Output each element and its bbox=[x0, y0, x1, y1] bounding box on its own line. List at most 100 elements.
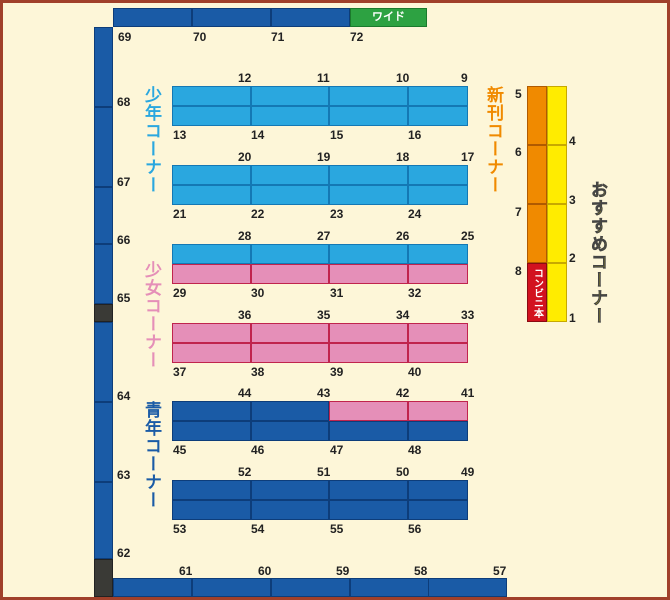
shelf-26[interactable] bbox=[329, 244, 408, 264]
shelf-61[interactable] bbox=[113, 578, 192, 597]
shelf-number-54: 54 bbox=[251, 522, 265, 536]
shelf-5[interactable] bbox=[527, 86, 547, 145]
shelf-16[interactable] bbox=[408, 106, 468, 126]
shelf-70[interactable] bbox=[192, 8, 271, 27]
shelf-57[interactable] bbox=[428, 578, 507, 597]
shelf-42[interactable] bbox=[329, 401, 408, 421]
shelf-number-32: 32 bbox=[408, 286, 422, 300]
shelf-number-66: 66 bbox=[117, 233, 131, 247]
shelf-37[interactable] bbox=[172, 343, 251, 363]
shelf-number-49: 49 bbox=[461, 465, 475, 479]
shelf-number-23: 23 bbox=[330, 207, 344, 221]
shelf-54[interactable] bbox=[251, 500, 329, 520]
shojo-corner-label: 少女コーナー bbox=[142, 261, 161, 369]
shelf-32[interactable] bbox=[408, 264, 468, 284]
shelf-45[interactable] bbox=[172, 421, 251, 441]
shelf-13[interactable] bbox=[172, 106, 251, 126]
shelf-56[interactable] bbox=[408, 500, 468, 520]
shelf-12[interactable] bbox=[172, 86, 251, 106]
shelf-24[interactable] bbox=[408, 185, 468, 205]
shelf-60[interactable] bbox=[192, 578, 271, 597]
shelf-69[interactable] bbox=[113, 8, 192, 27]
shelf-number-27: 27 bbox=[317, 229, 331, 243]
shelf-2[interactable] bbox=[547, 204, 567, 263]
shelf-31[interactable] bbox=[329, 264, 408, 284]
shelf-48[interactable] bbox=[408, 421, 468, 441]
shinkan-corner-label: 新刊コーナー bbox=[484, 86, 503, 194]
left-wall-segment[interactable] bbox=[94, 322, 113, 402]
shelf-71[interactable] bbox=[271, 8, 350, 27]
shelf-17[interactable] bbox=[408, 165, 468, 185]
shelf-34[interactable] bbox=[329, 323, 408, 343]
shelf-27[interactable] bbox=[251, 244, 329, 264]
shelf-20[interactable] bbox=[172, 165, 251, 185]
shelf-44[interactable] bbox=[172, 401, 251, 421]
shelf-39[interactable] bbox=[329, 343, 408, 363]
shelf-55[interactable] bbox=[329, 500, 408, 520]
shelf-50[interactable] bbox=[329, 480, 408, 500]
shelf-number-72: 72 bbox=[350, 30, 364, 44]
shelf-38[interactable] bbox=[251, 343, 329, 363]
shelf-30[interactable] bbox=[251, 264, 329, 284]
shelf-10[interactable] bbox=[329, 86, 408, 106]
shelf-35[interactable] bbox=[251, 323, 329, 343]
shelf-number-9: 9 bbox=[461, 71, 468, 85]
shelf-29[interactable] bbox=[172, 264, 251, 284]
shelf-1[interactable] bbox=[547, 263, 567, 322]
shelf-23[interactable] bbox=[329, 185, 408, 205]
left-wall-segment[interactable] bbox=[94, 27, 113, 107]
shelf-47[interactable] bbox=[329, 421, 408, 441]
shelf-number-55: 55 bbox=[330, 522, 344, 536]
shelf-number-58: 58 bbox=[414, 564, 428, 578]
shelf-33[interactable] bbox=[408, 323, 468, 343]
shelf-number-6: 6 bbox=[515, 145, 522, 159]
shelf-4[interactable] bbox=[547, 86, 567, 145]
shelf-11[interactable] bbox=[251, 86, 329, 106]
shelf-number-42: 42 bbox=[396, 386, 410, 400]
shelf-49[interactable] bbox=[408, 480, 468, 500]
left-wall-segment[interactable] bbox=[94, 107, 113, 187]
shelf-15[interactable] bbox=[329, 106, 408, 126]
shelf-number-25: 25 bbox=[461, 229, 475, 243]
shelf-14[interactable] bbox=[251, 106, 329, 126]
shelf-28[interactable] bbox=[172, 244, 251, 264]
shelf-7[interactable] bbox=[527, 204, 547, 263]
shelf-21[interactable] bbox=[172, 185, 251, 205]
shelf-58[interactable] bbox=[350, 578, 429, 597]
left-wall-segment[interactable] bbox=[94, 482, 113, 559]
shelf-number-35: 35 bbox=[317, 308, 331, 322]
shelf-number-30: 30 bbox=[251, 286, 265, 300]
shelf-41[interactable] bbox=[408, 401, 468, 421]
shelf-43[interactable] bbox=[251, 401, 329, 421]
shelf-number-47: 47 bbox=[330, 443, 344, 457]
shelf-8-conveni[interactable]: コンビニ本 bbox=[527, 263, 547, 322]
shelf-number-56: 56 bbox=[408, 522, 422, 536]
shelf-6[interactable] bbox=[527, 145, 547, 204]
osusume-corner-label: おすすめコーナー bbox=[588, 181, 608, 326]
shelf-19[interactable] bbox=[251, 165, 329, 185]
shelf-number-16: 16 bbox=[408, 128, 422, 142]
left-wall-segment[interactable] bbox=[94, 187, 113, 244]
shelf-72-wide[interactable]: ワイド bbox=[350, 8, 427, 27]
shelf-40[interactable] bbox=[408, 343, 468, 363]
shelf-52[interactable] bbox=[172, 480, 251, 500]
shelf-53[interactable] bbox=[172, 500, 251, 520]
left-wall-segment[interactable] bbox=[94, 402, 113, 482]
shelf-number-37: 37 bbox=[173, 365, 187, 379]
shelf-number-62: 62 bbox=[117, 546, 131, 560]
shelf-number-67: 67 bbox=[117, 175, 131, 189]
shelf-59[interactable] bbox=[271, 578, 350, 597]
shelf-36[interactable] bbox=[172, 323, 251, 343]
shelf-51[interactable] bbox=[251, 480, 329, 500]
shelf-number-20: 20 bbox=[238, 150, 252, 164]
shelf-25[interactable] bbox=[408, 244, 468, 264]
shelf-9[interactable] bbox=[408, 86, 468, 106]
shelf-3[interactable] bbox=[547, 145, 567, 204]
shelf-number-71: 71 bbox=[271, 30, 285, 44]
shelf-18[interactable] bbox=[329, 165, 408, 185]
shelf-22[interactable] bbox=[251, 185, 329, 205]
shelf-46[interactable] bbox=[251, 421, 329, 441]
shelf-number-17: 17 bbox=[461, 150, 475, 164]
left-wall-segment[interactable] bbox=[94, 244, 113, 304]
